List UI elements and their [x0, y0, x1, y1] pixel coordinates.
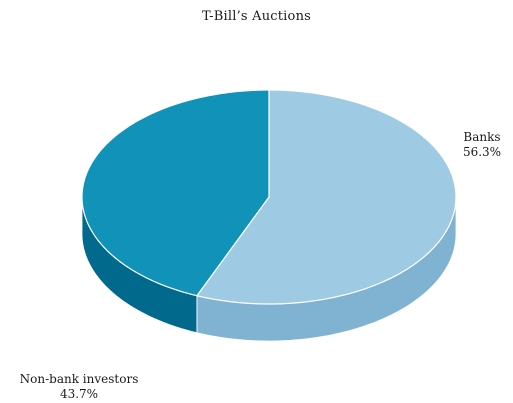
slice-banks	[196, 89, 457, 305]
slice-label-non-bank-investors: Non-bank investors	[20, 372, 139, 386]
slice-value-banks: 56.3%	[463, 145, 501, 159]
chart-title: T-Bill’s Auctions	[201, 9, 312, 24]
pie-labels: Banks 56.3% Non-bank investors 43.7%	[20, 130, 501, 401]
slice-label-banks: Banks	[463, 130, 500, 144]
slice-non-bank-investors	[81, 89, 270, 297]
slice-value-non-bank-investors: 43.7%	[60, 387, 98, 401]
pie-tops	[81, 89, 457, 305]
